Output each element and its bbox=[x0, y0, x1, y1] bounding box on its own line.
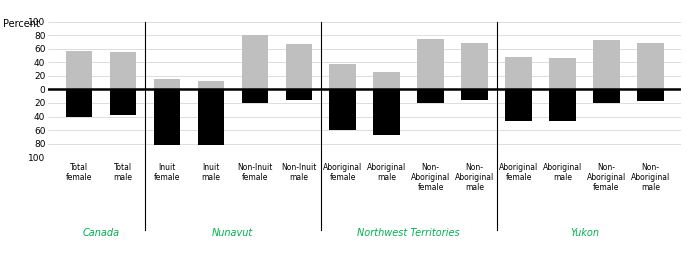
Bar bbox=[374, 89, 400, 135]
Text: Non-
Aboriginal
male: Non- Aboriginal male bbox=[631, 163, 670, 192]
Bar bbox=[109, 89, 136, 115]
Bar bbox=[197, 81, 224, 89]
Bar bbox=[374, 73, 400, 89]
Bar bbox=[637, 43, 663, 89]
Text: Aboriginal
female: Aboriginal female bbox=[323, 163, 363, 182]
Bar bbox=[593, 89, 620, 103]
Bar bbox=[153, 89, 180, 145]
Bar bbox=[593, 40, 620, 89]
Bar bbox=[462, 89, 488, 100]
Bar bbox=[66, 51, 92, 89]
Bar bbox=[418, 39, 444, 89]
Text: Non-
Aboriginal
male: Non- Aboriginal male bbox=[455, 163, 494, 192]
Bar bbox=[197, 89, 224, 145]
Bar bbox=[286, 44, 312, 89]
Text: Non-
Aboriginal
female: Non- Aboriginal female bbox=[411, 163, 450, 192]
Bar bbox=[330, 64, 356, 89]
Bar bbox=[549, 89, 576, 121]
Text: Yukon: Yukon bbox=[570, 228, 599, 238]
Bar bbox=[66, 89, 92, 117]
Text: Non-
Aboriginal
female: Non- Aboriginal female bbox=[587, 163, 626, 192]
Bar bbox=[241, 35, 268, 89]
Text: Non-Inuit
male: Non-Inuit male bbox=[281, 163, 316, 182]
Text: Percent: Percent bbox=[3, 19, 41, 29]
Bar bbox=[462, 43, 488, 89]
Bar bbox=[241, 89, 268, 103]
Text: Non-Inuit
female: Non-Inuit female bbox=[237, 163, 272, 182]
Bar bbox=[286, 89, 312, 100]
Bar bbox=[637, 89, 663, 101]
Bar bbox=[505, 89, 532, 121]
Bar bbox=[505, 57, 532, 89]
Text: Northwest Territories: Northwest Territories bbox=[357, 228, 460, 238]
Text: Aboriginal
male: Aboriginal male bbox=[543, 163, 582, 182]
Text: Nunavut: Nunavut bbox=[212, 228, 253, 238]
Text: Inuit
female: Inuit female bbox=[153, 163, 180, 182]
Bar bbox=[330, 89, 356, 130]
Text: Total
female: Total female bbox=[66, 163, 92, 182]
Text: Aboriginal
female: Aboriginal female bbox=[499, 163, 538, 182]
Bar bbox=[549, 58, 576, 89]
Bar bbox=[153, 79, 180, 89]
Text: Total
male: Total male bbox=[114, 163, 132, 182]
Text: Canada: Canada bbox=[83, 228, 120, 238]
Text: Aboriginal
male: Aboriginal male bbox=[367, 163, 406, 182]
Bar bbox=[109, 52, 136, 89]
Text: Inuit
male: Inuit male bbox=[202, 163, 220, 182]
Bar bbox=[418, 89, 444, 103]
